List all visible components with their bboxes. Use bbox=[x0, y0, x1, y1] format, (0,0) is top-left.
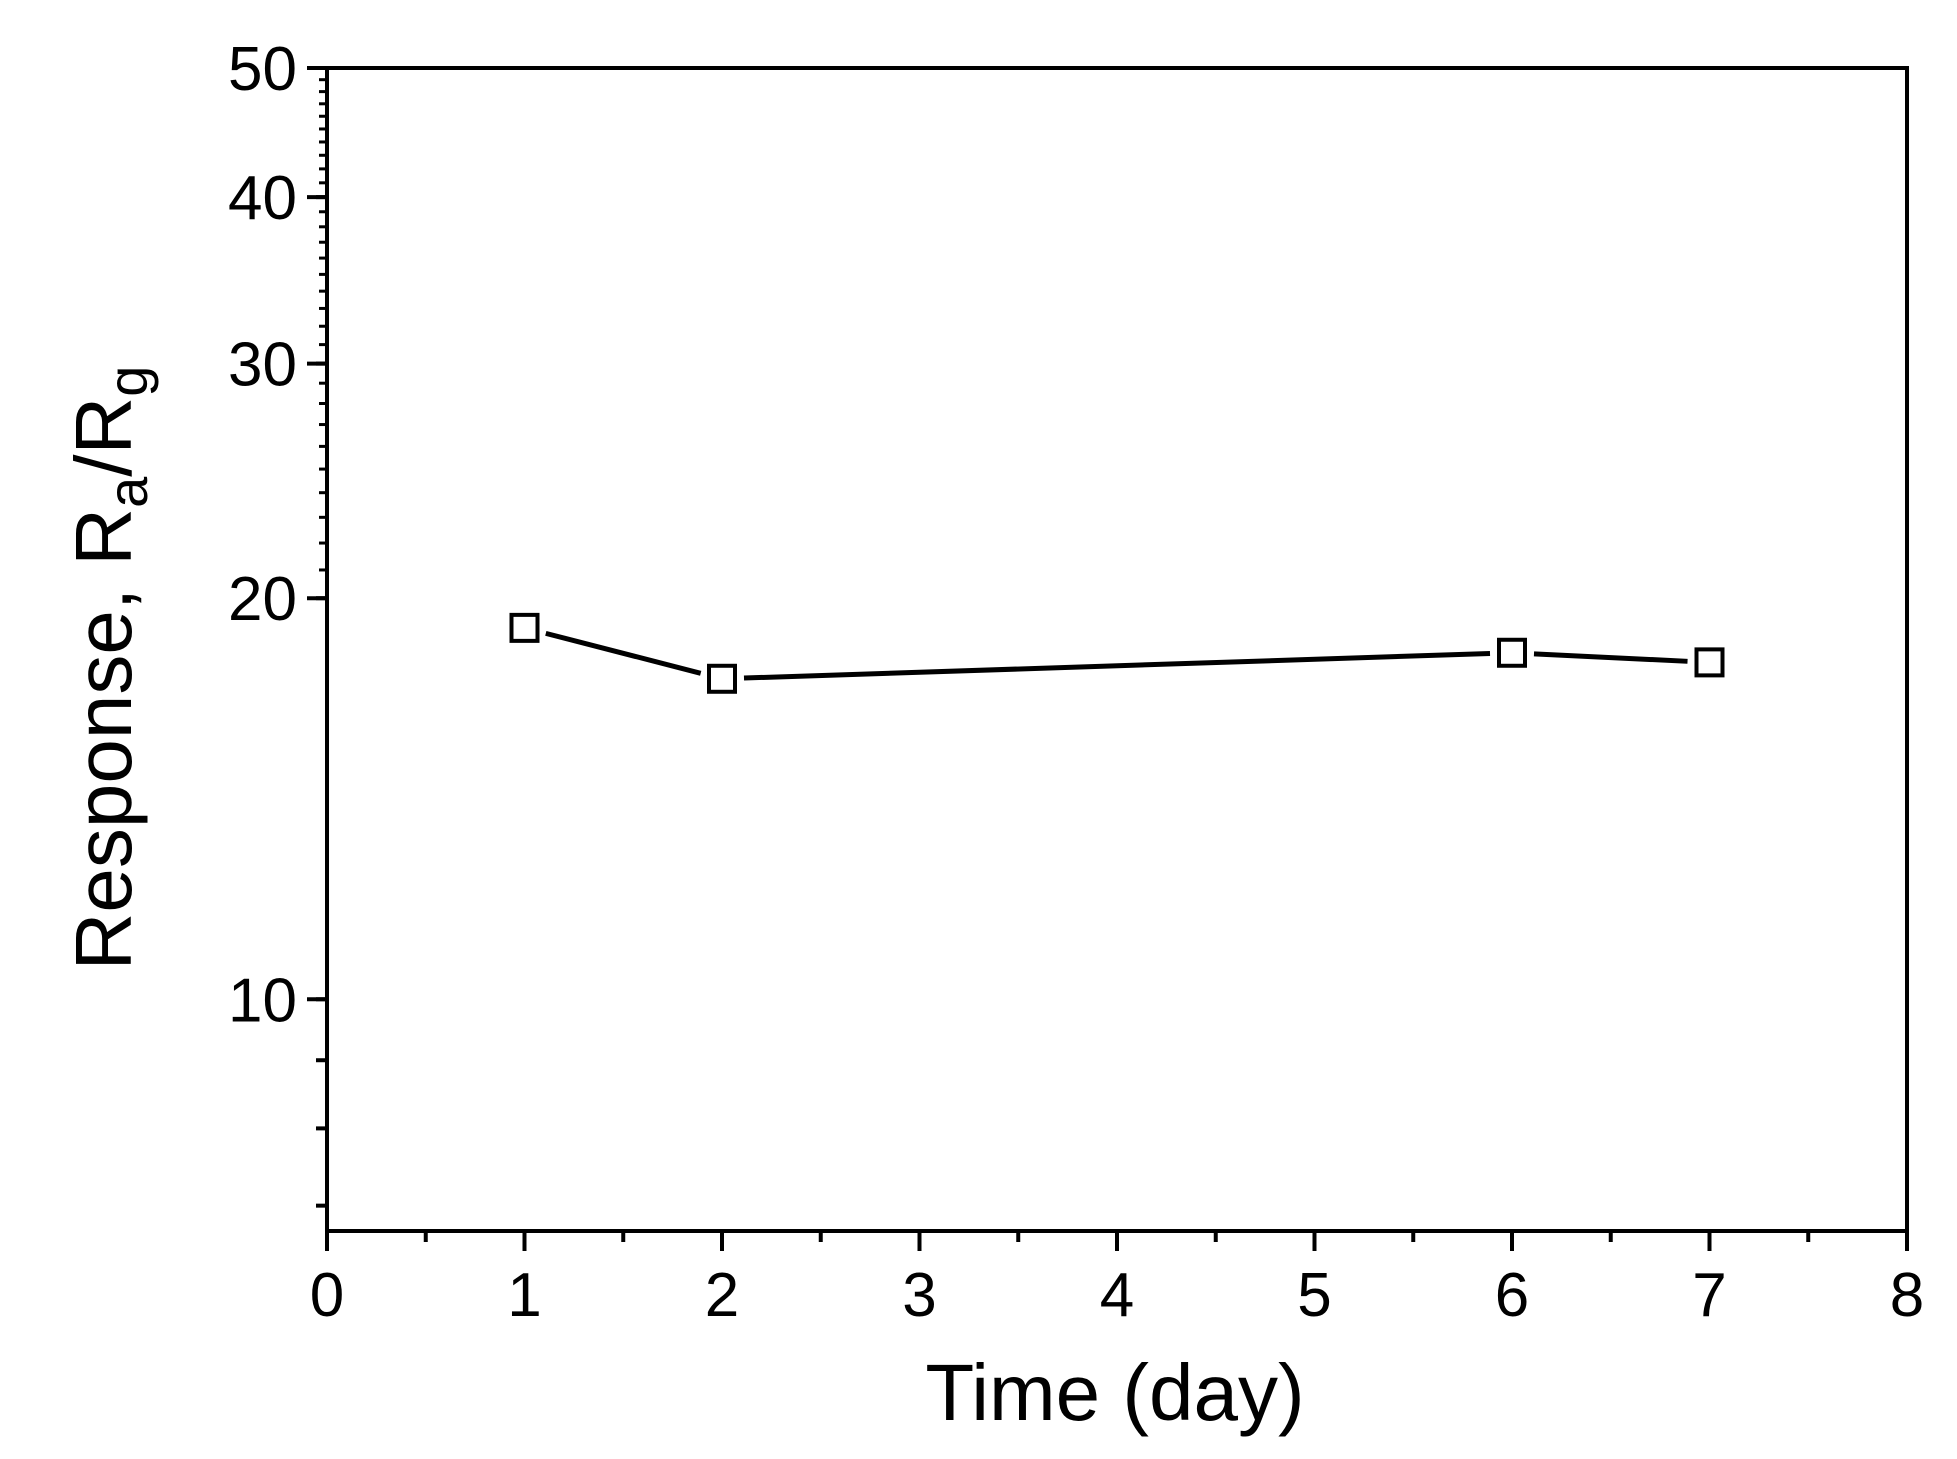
x-tick-label: 4 bbox=[1100, 1261, 1134, 1330]
plot-area bbox=[325, 66, 1909, 1233]
y-tick-label: 20 bbox=[228, 565, 297, 634]
x-axis-title: Time (day) bbox=[925, 1348, 1304, 1437]
x-axis-tick-labels: 0 1 2 3 4 5 6 7 8 bbox=[310, 1261, 1924, 1330]
y-tick-label: 50 bbox=[228, 35, 297, 104]
y-axis-tick-labels: 10 20 30 40 50 bbox=[228, 35, 297, 1035]
series-line-segment bbox=[545, 630, 702, 676]
y-tick-label: 30 bbox=[228, 331, 297, 400]
series-line-segment bbox=[1533, 651, 1688, 664]
x-tick-label: 6 bbox=[1495, 1261, 1529, 1330]
x-tick-label: 3 bbox=[902, 1261, 936, 1330]
x-tick-label: 2 bbox=[705, 1261, 739, 1330]
x-tick-label: 5 bbox=[1297, 1261, 1331, 1330]
plot-frame bbox=[325, 66, 1909, 1233]
y-tick-label: 10 bbox=[228, 966, 297, 1035]
x-tick-label: 7 bbox=[1692, 1261, 1726, 1330]
data-point-marker bbox=[1497, 637, 1527, 668]
x-tick-label: 0 bbox=[310, 1261, 344, 1330]
y-axis-title-prefix: Response, R bbox=[59, 508, 148, 970]
y-axis-title-subscript-g: g bbox=[96, 366, 159, 397]
data-point-marker bbox=[707, 663, 737, 694]
data-point-marker bbox=[509, 612, 540, 643]
y-axis-title: Response, Ra/Rg bbox=[59, 366, 159, 971]
x-tick-label: 8 bbox=[1890, 1261, 1924, 1330]
x-tick-label: 1 bbox=[507, 1261, 541, 1330]
data-point-marker bbox=[1694, 647, 1725, 678]
series-line-segment bbox=[743, 650, 1491, 681]
y-axis-title-subscript-a: a bbox=[96, 476, 159, 508]
x-axis-ticks bbox=[325, 1231, 1909, 1251]
y-tick-label: 40 bbox=[228, 164, 297, 233]
series-group bbox=[509, 612, 1725, 694]
y-axis-ticks bbox=[307, 66, 327, 1208]
y-axis-title-middle: /R bbox=[59, 397, 148, 477]
